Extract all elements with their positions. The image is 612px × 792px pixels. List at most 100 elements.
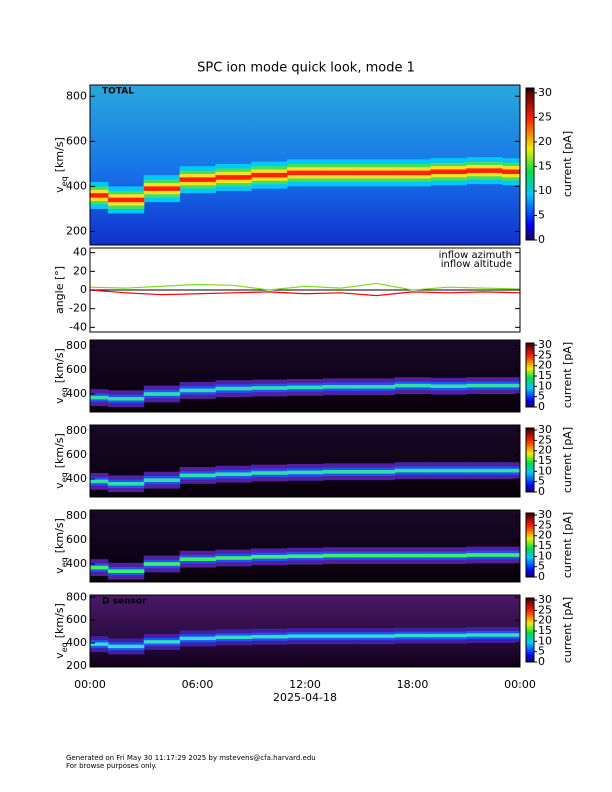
colorbar-tick-label: 30 [538, 423, 552, 436]
spectrum-band [90, 565, 109, 570]
spectrum-band [358, 553, 396, 558]
spectrum-band [107, 197, 145, 203]
spectrum-band [358, 470, 396, 474]
y-tick-label: -40 [69, 320, 87, 333]
spectrum-band [502, 383, 520, 388]
spectrum-band [394, 633, 431, 638]
panel-label: D sensor [102, 597, 147, 607]
spectrum-band [287, 470, 324, 475]
y-tick-label: -20 [69, 302, 87, 315]
y-tick-label: 400 [66, 387, 87, 400]
colorbar [525, 342, 535, 408]
colorbar-tick-label: 0 [538, 233, 545, 246]
spectrum-band [179, 636, 216, 641]
y-tick-label: 200 [66, 659, 87, 672]
plot-frame [89, 84, 521, 246]
colorbar-label: current [pA] [561, 342, 574, 408]
colorbar-tick-label: 5 [538, 645, 545, 658]
y-axis-label-part: v [53, 567, 66, 574]
series-line [90, 282, 520, 291]
spectrum-band [107, 482, 145, 486]
colorbar-tick-label: 10 [538, 464, 552, 477]
spectrum-band [107, 644, 145, 649]
spectrum-band [143, 186, 181, 191]
colorbar-tick-label: 25 [538, 433, 552, 446]
spectrum-band [215, 472, 252, 476]
spectrum-band [107, 569, 145, 573]
spectrum-band [287, 170, 324, 176]
colorbar-tick-label: 20 [538, 444, 552, 457]
spectrum-band [358, 385, 396, 389]
colorbar-tick-label: 10 [538, 634, 552, 647]
spectrum-band [287, 634, 324, 638]
spectrum-band [287, 385, 324, 390]
y-axis-label: veq [km/s] [53, 603, 69, 659]
plot-frame [89, 424, 521, 498]
colorbar-label: current [pA] [561, 512, 574, 578]
spectrum-band [179, 557, 216, 561]
colorbar-tick-label: 10 [538, 549, 552, 562]
spectrum-band [90, 395, 109, 400]
spectrum-band [322, 634, 360, 638]
y-axis-label-part: eq [60, 557, 69, 567]
spectrum-band [430, 384, 467, 388]
colorbar-tick-label: 15 [538, 159, 552, 172]
plot-frame [89, 509, 521, 583]
y-axis-label-part: eq [60, 642, 69, 652]
spectrum-band [251, 471, 288, 475]
y-tick-label: 400 [66, 179, 87, 192]
y-axis-label-part: [km/s] [53, 433, 66, 468]
y-axis-label-part: [km/s] [53, 603, 66, 638]
spectrum-band [251, 172, 288, 178]
colorbar-tick-label: 30 [538, 86, 552, 99]
plot-frame [89, 339, 521, 413]
spectrum-band [394, 383, 431, 388]
spectrum-band [143, 478, 181, 482]
colorbar-label: current [pA] [561, 427, 574, 493]
colorbar-tick-label: 10 [538, 379, 552, 392]
spectrum-band [322, 470, 360, 474]
y-tick-label: 600 [66, 448, 87, 461]
colorbar-tick-label: 0 [538, 485, 545, 498]
colorbar-tick-label: 20 [538, 359, 552, 372]
colorbar-tick-label: 0 [538, 655, 545, 668]
x-tick-label: 00:00 [504, 678, 536, 691]
y-tick-label: 400 [66, 472, 87, 485]
spectrum-band [394, 553, 431, 558]
colorbar-tick-label: 25 [538, 603, 552, 616]
spectrum-band [502, 169, 520, 175]
spectrum-band [143, 392, 181, 396]
y-axis-label-part: v [53, 482, 66, 489]
colorbar-tick-label: 10 [538, 184, 552, 197]
spectrum-band [143, 562, 181, 566]
y-axis-label-part: eq [60, 472, 69, 482]
colorbar-tick-label: 25 [538, 110, 552, 123]
spectrum-band [287, 554, 324, 558]
spectrum-band [90, 479, 109, 484]
spectrum-band [430, 169, 467, 175]
spectrum-band [466, 383, 503, 388]
colorbar-tick-label: 15 [538, 539, 552, 552]
y-tick-label: 600 [66, 363, 87, 376]
footer-line: Generated on Fri May 30 11:17:29 2025 by… [66, 754, 316, 762]
spectrum-band [502, 468, 520, 473]
legend-entry: inflow azimuth [439, 250, 512, 261]
spectrum-band [179, 473, 216, 478]
spectrum-band [358, 634, 396, 638]
spectrum-band [90, 642, 109, 646]
colorbar-tick-label: 30 [538, 508, 552, 521]
y-tick-label: 800 [66, 590, 87, 603]
y-tick-label: 400 [66, 636, 87, 649]
colorbar [525, 512, 535, 578]
y-axis-label: angle [°] [53, 266, 66, 314]
colorbar-tick-label: 5 [538, 390, 545, 403]
colorbar [525, 87, 535, 241]
spectrum-band [322, 170, 360, 176]
spectrum-band [466, 633, 503, 637]
y-axis-label-part: eq [60, 176, 69, 186]
footer-line: For browse purposes only. [66, 762, 157, 770]
spectrum-band [430, 553, 467, 558]
colorbar-label: current [pA] [561, 131, 574, 197]
colorbar-tick-label: 15 [538, 454, 552, 467]
